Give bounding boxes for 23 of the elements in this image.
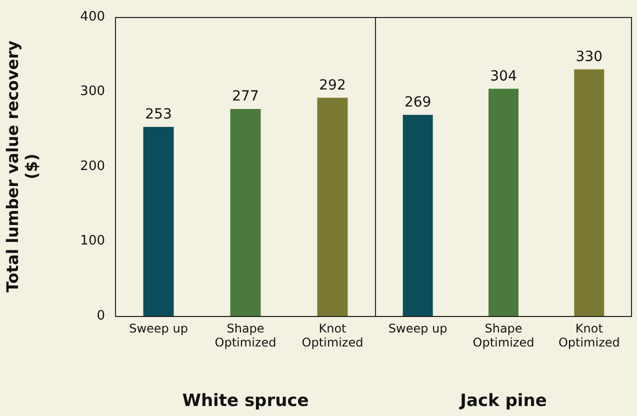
bar	[230, 108, 261, 316]
y-tick-label: 300	[80, 84, 105, 100]
y-axis-title: Total lumber value recovery ($)	[2, 40, 41, 292]
x-tick-label: Shape Optimized	[472, 321, 534, 350]
data-label: 253	[145, 106, 172, 123]
data-label: 292	[319, 77, 346, 94]
x-axis-title: White spruce	[182, 391, 309, 412]
x-tick-label: Knot Optimized	[558, 321, 620, 350]
data-label: 269	[404, 94, 432, 111]
y-tick-label: 0	[96, 308, 105, 324]
data-label: 277	[232, 88, 259, 105]
x-tick-label: Sweep up	[129, 321, 188, 336]
data-label: 330	[576, 48, 603, 65]
x-tick-label: Sweep up	[388, 321, 448, 336]
bar	[143, 126, 174, 316]
y-tick-label: 200	[80, 158, 105, 174]
x-axis-title: Jack pine	[459, 391, 547, 412]
y-tick-label: 100	[80, 234, 105, 249]
y-tick-label: 400	[80, 9, 105, 24]
x-tick-label: Shape Optimized	[214, 321, 276, 350]
bar	[317, 98, 348, 316]
data-label: 304	[490, 68, 517, 84]
x-tick-label: Knot Optimized	[302, 321, 364, 350]
